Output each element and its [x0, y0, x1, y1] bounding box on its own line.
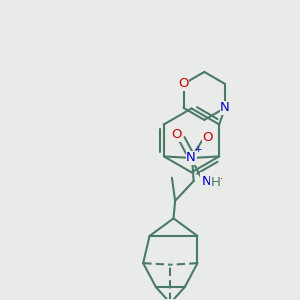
Text: O: O	[172, 128, 182, 141]
Text: −: −	[214, 174, 223, 184]
Text: O: O	[201, 172, 211, 186]
Text: H: H	[211, 176, 220, 189]
Text: N: N	[220, 101, 230, 114]
Text: N: N	[186, 152, 196, 164]
Text: N: N	[202, 175, 211, 188]
Text: O: O	[203, 131, 213, 144]
Text: O: O	[178, 77, 189, 90]
Text: +: +	[194, 145, 202, 154]
